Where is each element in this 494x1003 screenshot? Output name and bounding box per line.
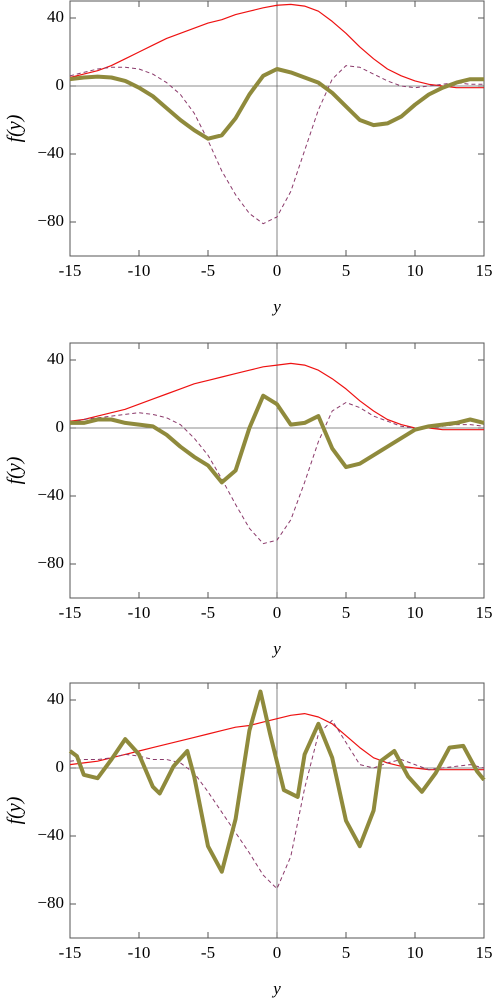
x-tick-label: -5 [201, 261, 215, 280]
y-tick-label: 40 [47, 349, 64, 368]
line-series [69, 65, 484, 225]
y-tick-label: 40 [47, 7, 64, 26]
y-tick-label: −80 [37, 893, 64, 912]
x-tick-label: 5 [342, 943, 351, 962]
x-tick-label: 5 [342, 603, 351, 622]
x-axis-label: y [271, 979, 281, 998]
x-tick-label: -10 [128, 261, 151, 280]
x-axis-label: y [271, 639, 281, 658]
y-axis-label: f(y) [4, 796, 26, 824]
x-tick-label: 15 [476, 943, 493, 962]
y-tick-label: 0 [56, 757, 65, 776]
x-tick-label: 10 [407, 603, 424, 622]
y-axis-label: f(y) [4, 456, 26, 484]
y-tick-label: 0 [56, 75, 65, 94]
x-tick-label: -15 [59, 603, 82, 622]
line-series [69, 719, 485, 890]
line-series [69, 3, 484, 89]
x-tick-label: 0 [273, 261, 282, 280]
x-axis-label: y [271, 297, 281, 316]
y-tick-label: −80 [37, 211, 64, 230]
x-tick-label: -15 [59, 943, 82, 962]
y-tick-label: 0 [56, 417, 65, 436]
x-tick-label: -10 [128, 943, 151, 962]
x-tick-label: 15 [476, 603, 493, 622]
x-tick-label: 0 [273, 943, 282, 962]
y-axis-label: f(y) [4, 114, 26, 142]
y-tick-label: −80 [37, 553, 64, 572]
y-tick-label: −40 [37, 143, 64, 162]
line-series [68, 689, 486, 874]
x-tick-label: -5 [201, 603, 215, 622]
x-tick-label: -5 [201, 943, 215, 962]
x-tick-label: -15 [59, 261, 82, 280]
x-tick-label: 0 [273, 603, 282, 622]
y-tick-label: −40 [37, 485, 64, 504]
y-tick-label: 40 [47, 689, 64, 708]
x-tick-label: 15 [476, 261, 493, 280]
line-series [70, 393, 485, 485]
y-tick-label: −40 [37, 825, 64, 844]
x-tick-label: 5 [342, 261, 351, 280]
line-series [69, 67, 484, 141]
x-tick-label: -10 [128, 603, 151, 622]
line-series [69, 713, 484, 771]
x-tick-label: 10 [407, 943, 424, 962]
x-tick-label: 10 [407, 261, 424, 280]
